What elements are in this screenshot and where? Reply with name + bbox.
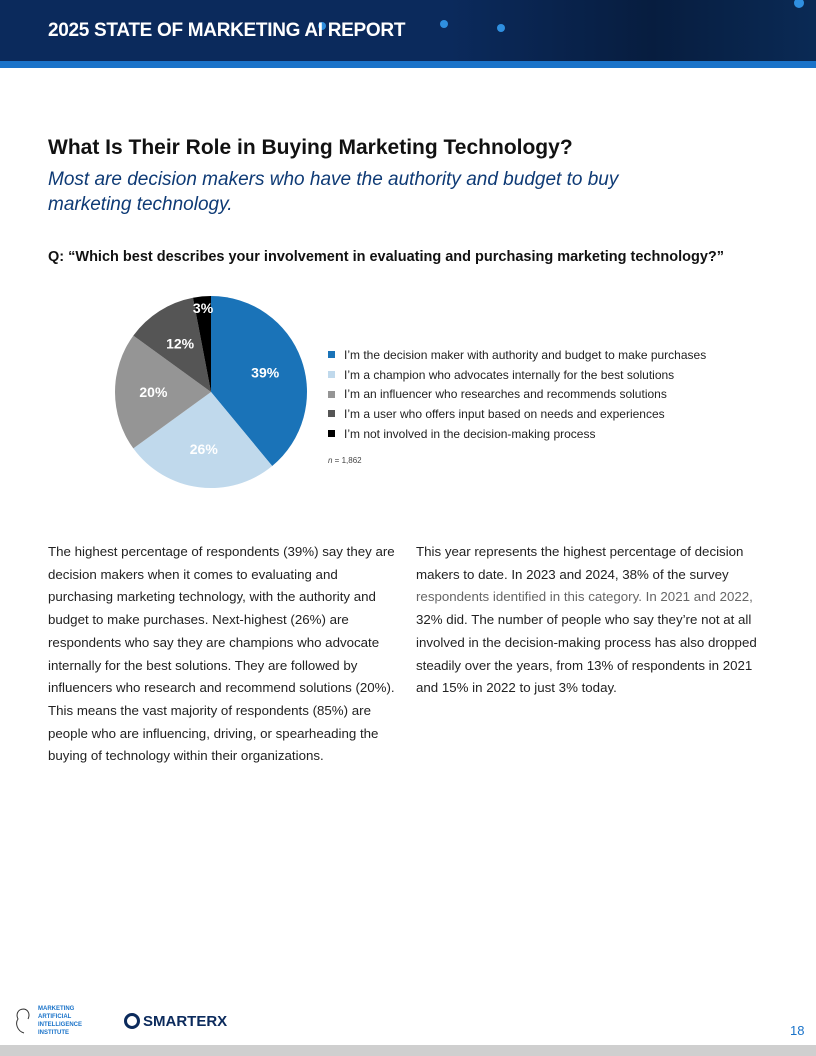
body-column-right: This year represents the highest percent… bbox=[416, 541, 776, 700]
text-span: 32% did. The number of people who say th… bbox=[416, 612, 757, 696]
mai-logo-text: MARKETING ARTIFICIAL INTELLIGENCE INSTIT… bbox=[38, 1006, 83, 1036]
decor-dot bbox=[318, 22, 326, 30]
page-title: What Is Their Role in Buying Marketing T… bbox=[48, 136, 573, 159]
legend-item: I’m a user who offers input based on nee… bbox=[328, 404, 706, 424]
decor-dot bbox=[440, 20, 448, 28]
header-banner: 2025 STATE OF MARKETING AI REPORT bbox=[0, 0, 816, 61]
sample-size-label: n bbox=[328, 456, 333, 465]
legend-swatch bbox=[328, 430, 335, 438]
pie-chart: 39% 26% 20% 12% 3% bbox=[114, 296, 307, 488]
sample-size: n = 1,862 bbox=[328, 456, 362, 465]
page-subtitle: Most are decision makers who have the au… bbox=[48, 169, 619, 215]
legend-swatch bbox=[328, 371, 335, 379]
report-title: 2025 STATE OF MARKETING AI REPORT bbox=[48, 20, 406, 41]
mai-logo: MARKETING ARTIFICIAL INTELLIGENCE INSTIT… bbox=[14, 1005, 108, 1037]
slice-label: 26% bbox=[190, 441, 219, 457]
legend-item: I’m not involved in the decision-making … bbox=[328, 424, 706, 444]
pie-slice bbox=[133, 392, 273, 488]
legend-label: I’m an influencer who researches and rec… bbox=[344, 387, 667, 402]
slice-label: 12% bbox=[166, 335, 195, 351]
legend-item: I’m a champion who advocates internally … bbox=[328, 365, 706, 385]
footer-logos: MARKETING ARTIFICIAL INTELLIGENCE INSTIT… bbox=[14, 1005, 227, 1037]
sample-size-value: = 1,862 bbox=[332, 456, 362, 465]
legend-swatch bbox=[328, 390, 335, 398]
text-span: respondents identified in this category.… bbox=[416, 589, 753, 605]
legend-label: I’m not involved in the decision-making … bbox=[344, 426, 596, 441]
legend-label: I’m a champion who advocates internally … bbox=[344, 367, 675, 382]
footer-bar bbox=[0, 1045, 816, 1056]
body-column-left: The highest percentage of respondents (3… bbox=[48, 544, 395, 764]
pie-slice bbox=[211, 296, 307, 466]
legend-label: I’m a user who offers input based on nee… bbox=[344, 406, 665, 421]
slice-label: 39% bbox=[251, 364, 280, 380]
pie-slice bbox=[193, 296, 211, 392]
legend-item: I’m an influencer who researches and rec… bbox=[328, 384, 706, 404]
pie-slice bbox=[133, 297, 211, 392]
page-number: 18 bbox=[790, 1023, 805, 1038]
legend-item: I’m the decision maker with authority an… bbox=[328, 345, 706, 365]
smarterx-ring-icon bbox=[124, 1013, 140, 1029]
decor-dot bbox=[497, 24, 505, 32]
survey-question: Q: “Which best describes your involvemen… bbox=[48, 249, 724, 265]
smarterx-logo-text: SMARTERX bbox=[143, 1012, 228, 1030]
brain-icon bbox=[16, 1008, 30, 1034]
header-accent-bar bbox=[0, 61, 816, 68]
text-span: This year represents the highest percent… bbox=[416, 544, 744, 582]
legend-label: I’m the decision maker with authority an… bbox=[344, 347, 707, 362]
chart-legend: I’m the decision maker with authority an… bbox=[328, 345, 706, 443]
decor-dot bbox=[794, 0, 804, 8]
legend-swatch bbox=[328, 410, 335, 418]
pie-slice bbox=[114, 335, 211, 449]
smarterx-logo: SMARTERX bbox=[124, 1013, 227, 1030]
slice-label: 20% bbox=[139, 384, 168, 400]
legend-swatch bbox=[328, 351, 335, 359]
slice-label: 3% bbox=[193, 300, 214, 316]
